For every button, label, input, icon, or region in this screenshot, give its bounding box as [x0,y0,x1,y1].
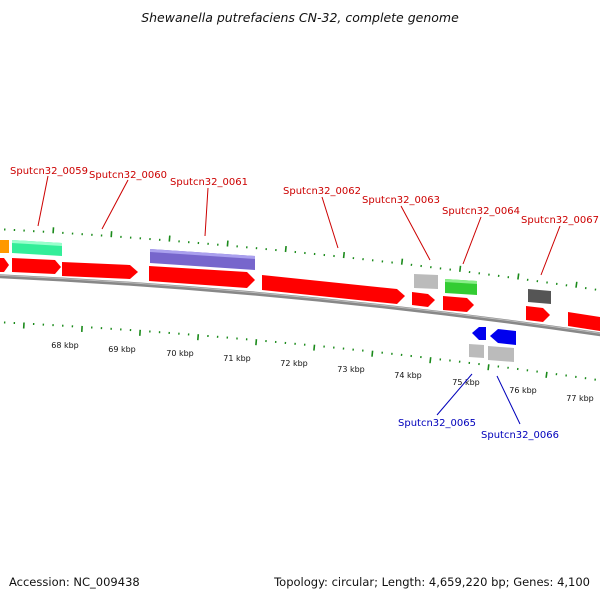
major-tick [517,273,520,280]
scale-label: 77 kbp [566,394,594,403]
scale-label: 70 kbp [166,349,194,358]
scale-label: 68 kbp [51,341,79,350]
major-tick [226,240,229,247]
genome-backbone-highlight [0,274,600,334]
gene-label-sputcn32-0059[interactable]: Sputcn32_0059 [10,166,88,177]
inner-tick-track [3,321,596,381]
gene-arrow-red[interactable] [412,292,435,307]
reverse-gene-labels: Sputcn32_0065 Sputcn32_0066 [398,373,559,441]
scale-label: 74 kbp [394,371,422,380]
gene-feature-gray[interactable] [469,344,484,358]
major-tick [429,357,432,364]
major-tick [545,371,548,378]
scale-label: 71 kbp [223,354,251,363]
leader-line [37,175,49,227]
gene-label-sputcn32-0060[interactable]: Sputcn32_0060 [89,170,167,181]
major-tick [371,350,374,357]
major-tick [342,252,345,259]
gene-label-sputcn32-0061[interactable]: Sputcn32_0061 [170,177,248,188]
scale-labels: 68 kbp 69 kbp 70 kbp 71 kbp 72 kbp 73 kb… [51,341,594,403]
leader-line [204,187,209,237]
genome-backbone [0,274,600,337]
leader-line [496,375,521,425]
scale-label: 75 kbp [452,378,480,387]
gene-arrow-red[interactable] [262,275,405,304]
forward-feature-track [0,240,600,331]
major-tick [168,235,171,242]
major-tick [255,339,258,346]
gene-label-sputcn32-0065[interactable]: Sputcn32_0065 [398,418,476,429]
gene-feature-gray[interactable] [414,274,438,289]
genome-summary-text: Topology: circular; Length: 4,659,220 bp… [273,575,590,589]
reverse-feature-track [469,327,516,362]
leader-line [462,216,482,265]
map-title: Shewanella putrefaciens CN-32, complete … [141,10,459,25]
gene-feature-green-shine [445,279,477,284]
gene-arrow-blue[interactable] [472,327,486,340]
leader-line [400,205,431,261]
major-tick [487,364,490,371]
scale-label: 69 kbp [108,345,136,354]
gene-arrow-red[interactable] [12,258,61,274]
major-tick [284,246,287,253]
scale-label: 73 kbp [337,365,365,374]
major-tick [400,258,404,265]
leader-line [101,179,129,230]
scale-label: 76 kbp [509,386,537,395]
gene-feature-teal-shine [12,240,62,246]
gene-arrow-red[interactable] [443,296,474,312]
major-tick [197,334,200,341]
gene-feature-darkgray[interactable] [528,289,551,304]
leader-line [436,373,473,416]
accession-text: Accession: NC_009438 [9,575,140,589]
gene-arrow-red[interactable] [149,266,255,288]
gene-arrow-red[interactable] [568,312,600,331]
gene-feature-orange[interactable] [0,240,9,253]
gene-label-sputcn32-0062[interactable]: Sputcn32_0062 [283,186,361,197]
gene-label-sputcn32-0064[interactable]: Sputcn32_0064 [442,206,520,217]
scale-label: 72 kbp [280,359,308,368]
gene-feature-purple-shine [150,249,255,259]
major-tick [459,265,462,272]
gene-arrow-red[interactable] [62,262,138,279]
gene-label-sputcn32-0067[interactable]: Sputcn32_0067 [521,215,599,226]
major-tick [313,344,316,351]
gene-label-sputcn32-0063[interactable]: Sputcn32_0063 [362,195,440,206]
gene-feature-gray[interactable] [488,346,514,362]
gene-arrow-blue[interactable] [490,329,516,345]
gene-arrow-red[interactable] [526,306,550,322]
forward-gene-labels: Sputcn32_0059 Sputcn32_0060 Sputcn32_006… [10,166,599,276]
gene-label-sputcn32-0066[interactable]: Sputcn32_0066 [481,430,559,441]
outer-tick-track [4,227,597,291]
leader-line [540,225,561,276]
major-tick [575,281,578,288]
leader-line [321,196,339,249]
gene-arrow-red[interactable] [0,258,9,272]
